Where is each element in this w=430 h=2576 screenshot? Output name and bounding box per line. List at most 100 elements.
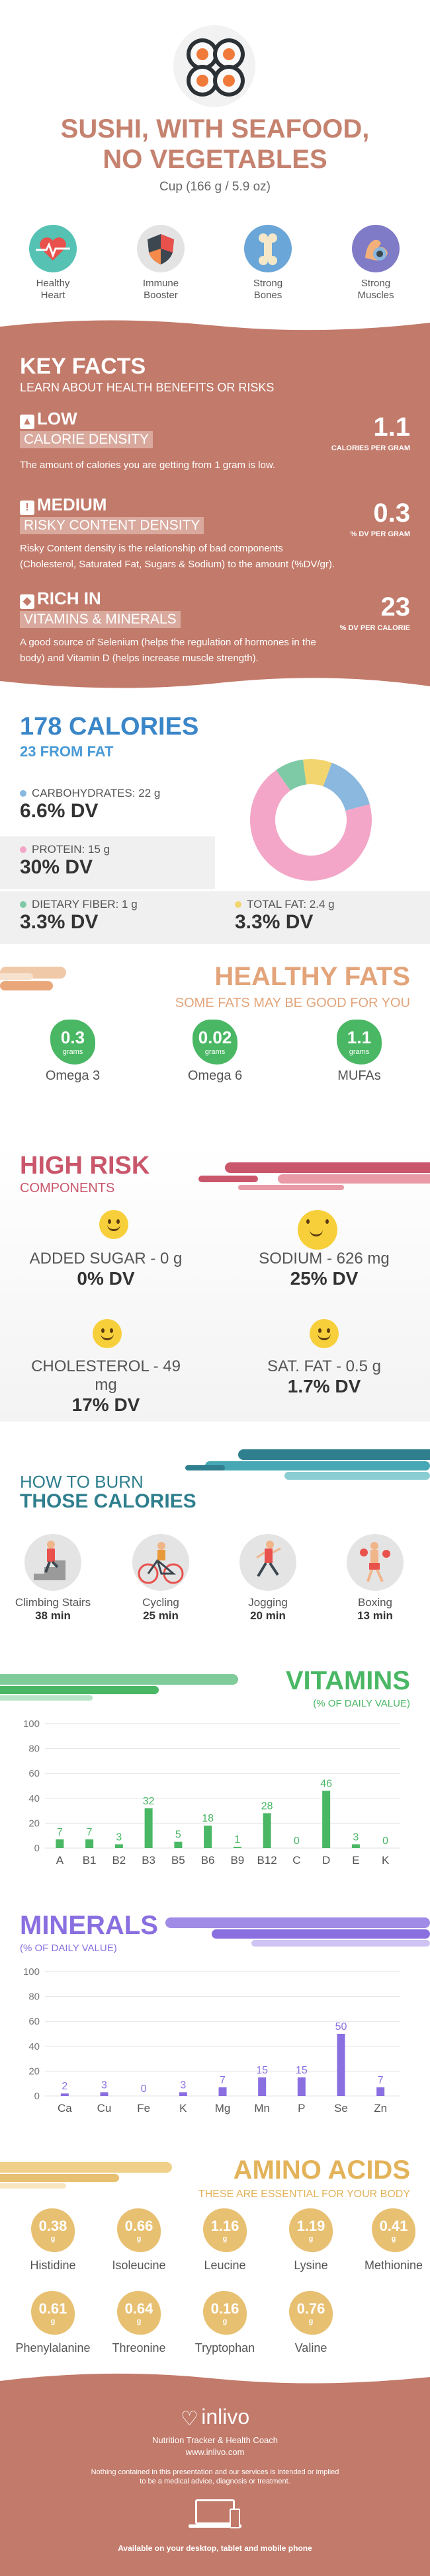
smile-icon [298, 1210, 337, 1250]
data-label: 28 [261, 1800, 273, 1812]
x-tick-label: A [56, 1854, 64, 1867]
x-tick-label: B5 [171, 1854, 185, 1867]
x-tick-label: P [298, 2102, 305, 2114]
data-label: 50 [335, 2021, 347, 2033]
amino-badge: 1.16 g [203, 2208, 247, 2252]
fat-label: MUFAs [337, 1068, 381, 1083]
benefit-label-4b: Muscles [357, 290, 394, 301]
nutrient-fiber-fat-bg [0, 891, 430, 944]
x-tick-label: B6 [201, 1854, 215, 1867]
amino-badge: 1.19 g [289, 2208, 333, 2252]
data-label: 15 [256, 2065, 268, 2076]
smile-icon [310, 1319, 339, 1348]
x-tick-label: B12 [257, 1854, 277, 1867]
fact-value: 23 [380, 592, 411, 622]
data-label: 3 [101, 2079, 107, 2091]
benefit-label-2b: Booster [144, 290, 178, 301]
devices-icon [189, 2499, 241, 2532]
amino-label: Leucine [204, 2259, 246, 2272]
risk-title: HIGH RISK [20, 1152, 150, 1180]
amino-unit: g [308, 2317, 314, 2325]
key-facts-section: KEY FACTS LEARN ABOUT HEALTH BENEFITS OR… [0, 316, 430, 696]
bar [144, 1808, 153, 1848]
nutrient-label: CARBOHYDRATES: 22 g [32, 787, 161, 799]
amino-unit: g [391, 2235, 396, 2243]
x-tick-label: Mn [254, 2102, 270, 2114]
y-tick-label: 0 [34, 1843, 40, 1854]
protein-dot [20, 846, 26, 853]
amino-item: 0.76 g Valine [268, 2291, 354, 2355]
y-tick-label: 60 [28, 2016, 40, 2027]
burn-mins: 38 min [35, 1609, 71, 1622]
risk-dv: 1.7% DV [287, 1376, 361, 1396]
fiber-dot [20, 901, 26, 908]
nutrient-dv: 6.6% DV [20, 800, 99, 822]
amino-badge: 0.16 g [203, 2291, 247, 2335]
vitamins-title: VITAMINS [285, 1666, 410, 1695]
risk-decor [198, 1162, 430, 1190]
x-tick-label: Ca [58, 2102, 72, 2114]
benefit-label-1b: Heart [40, 290, 65, 301]
burn-label: Cycling [142, 1596, 179, 1609]
risk-sat-fat: SAT. FAT - 0.5 g 1.7% DV [238, 1319, 410, 1397]
amino-label: Valine [294, 2341, 327, 2355]
bone-icon [244, 225, 292, 272]
amino-value: 0.64 [124, 2300, 153, 2317]
data-label: 3 [353, 1831, 359, 1843]
nutrient-carbs-bg [0, 772, 218, 828]
amino-unit: g [50, 2235, 56, 2243]
benefits-row: Healthy Heart Immune Booster Strong Bone… [0, 225, 430, 311]
nutrient-dv: 3.3% DV [20, 911, 99, 933]
x-tick-label: B3 [142, 1854, 155, 1867]
fat-label: Omega 3 [45, 1068, 101, 1083]
amino-title: AMINO ACIDS [233, 2155, 410, 2185]
nutrient-fiber: DIETARY FIBER: 1 g 3.3% DV [20, 898, 138, 934]
y-tick-label: 100 [23, 1718, 40, 1730]
fat-mufas: 1.1 grams MUFAs [320, 1020, 399, 1084]
amino-item: 0.61 g Phenylalanine [10, 2291, 96, 2355]
fact-value: 1.1 [373, 413, 410, 442]
nutrient-total-fat: TOTAL FAT: 2.4 g 3.3% DV [235, 898, 335, 934]
pie-slice [250, 770, 372, 881]
benefit-label-4a: Strong [361, 278, 391, 289]
wave-top [0, 316, 430, 331]
fat-value: 0.02 [198, 1027, 232, 1047]
y-tick-label: 40 [28, 1793, 40, 1804]
amino-label: Methionine [364, 2259, 423, 2272]
heart-icon [29, 225, 77, 272]
serving-size: Cup (166 g / 5.9 oz) [159, 180, 271, 194]
vitamins-decor [0, 1674, 238, 1701]
amino-subtitle: THESE ARE ESSENTIAL FOR YOUR BODY [198, 2189, 410, 2200]
bar [204, 1826, 212, 1848]
risk-label: SAT. FAT - 0.5 g [267, 1357, 382, 1375]
bar [60, 2093, 69, 2096]
fact-vitamins-minerals: ◆ RICH IN VITAMINS & MINERALS 23 % DV PER… [20, 588, 417, 664]
amino-badge: 0.61 g [31, 2291, 75, 2335]
y-tick-label: 80 [28, 1992, 40, 2003]
minerals-section: MINERALS (% OF DAILY VALUE) 0 20 40 60 80 100… [0, 1911, 430, 2136]
nutrient-protein-bg [0, 836, 215, 889]
fat-unit: grams [204, 1048, 226, 1056]
x-tick-label: B9 [230, 1854, 244, 1867]
data-label: 0 [294, 1835, 300, 1847]
vitamins-bar-chart: 0 20 40 60 80 100 7 A 7 B1 3 B2 32 B3 5 B5 18 B6 1 B9 28 B12 0… [23, 1718, 400, 1867]
burn-decor [185, 1449, 430, 1480]
x-tick-label: Se [334, 2102, 348, 2114]
y-tick-label: 80 [28, 1744, 40, 1755]
amino-unit: g [136, 2317, 142, 2325]
bar [297, 2077, 306, 2096]
benefit-label-1a: Healthy [36, 278, 70, 289]
bar [114, 1844, 123, 1848]
burn-title-1: HOW TO BURN [20, 1472, 144, 1492]
carbs-dot [20, 790, 26, 797]
fat-unit: grams [349, 1048, 370, 1056]
x-tick-label: K [179, 2102, 187, 2114]
brand-url[interactable]: www.inlivo.com [185, 2447, 245, 2457]
bar [85, 1839, 94, 1848]
amino-section: AMINO ACIDS THESE ARE ESSENTIAL FOR YOUR… [0, 2155, 430, 2374]
pie-slice [276, 759, 307, 791]
fact-unit: % DV PER CALORIE [339, 624, 410, 632]
amino-unit: g [222, 2235, 228, 2243]
x-tick-label: B2 [112, 1854, 126, 1867]
fact-desc-2: (Cholesterol, Saturated Fat, Sugars & So… [20, 559, 335, 570]
